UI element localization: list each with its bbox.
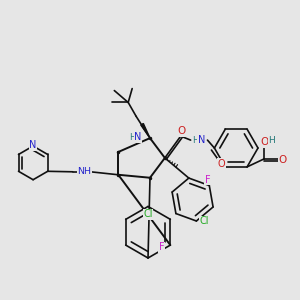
Text: N: N (29, 140, 37, 150)
Text: N: N (198, 135, 205, 145)
Text: O: O (279, 155, 287, 165)
Text: NH: NH (78, 167, 92, 176)
Text: N: N (134, 132, 142, 142)
Polygon shape (141, 124, 150, 138)
Text: O: O (218, 159, 225, 169)
Text: H: H (129, 133, 135, 142)
Text: F: F (159, 242, 164, 252)
Text: O: O (261, 137, 269, 147)
Text: H: H (268, 136, 275, 145)
Text: F: F (205, 175, 210, 184)
Text: H: H (192, 136, 199, 145)
Text: Cl: Cl (200, 216, 209, 226)
Text: O: O (178, 126, 186, 136)
Text: Cl: Cl (143, 209, 153, 219)
